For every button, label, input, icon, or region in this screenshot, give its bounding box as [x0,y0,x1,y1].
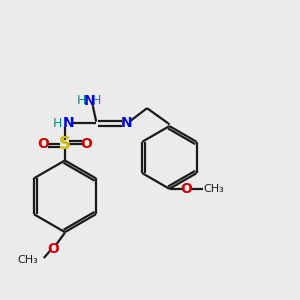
Text: S: S [59,135,71,153]
Text: N: N [63,116,74,130]
Text: H: H [92,94,101,107]
Text: O: O [38,137,49,151]
Text: O: O [48,242,59,256]
Text: N: N [120,116,132,130]
Text: CH₃: CH₃ [18,256,39,266]
Text: CH₃: CH₃ [204,184,224,194]
Text: O: O [180,182,192,196]
Text: O: O [80,137,92,151]
Text: H: H [53,117,62,130]
Text: H: H [77,94,87,107]
Text: N: N [84,94,95,108]
